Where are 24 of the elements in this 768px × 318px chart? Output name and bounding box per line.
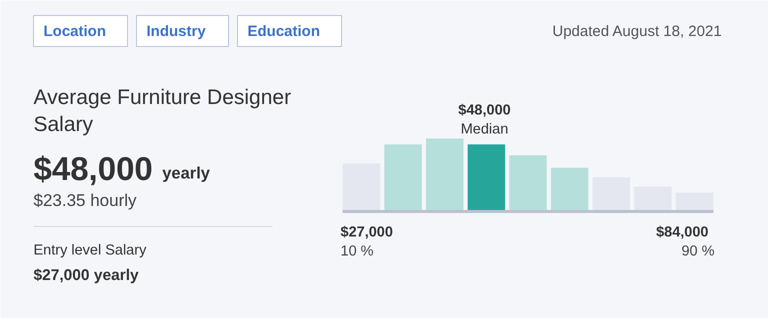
text: 90 % bbox=[681, 244, 715, 260]
bar bbox=[384, 144, 422, 212]
text: Education bbox=[248, 23, 320, 40]
text: 10 % bbox=[340, 244, 374, 260]
text: $84,000 bbox=[656, 224, 709, 240]
text: $27,000 yearly bbox=[34, 267, 140, 284]
text: Entry level Salary bbox=[34, 242, 148, 258]
bar bbox=[342, 163, 380, 212]
text: $23.35 hourly bbox=[34, 191, 138, 210]
bar bbox=[676, 192, 714, 212]
text: $48,000 bbox=[458, 102, 511, 118]
bar bbox=[468, 144, 506, 212]
bar bbox=[592, 177, 630, 212]
text: Updated August 18, 2021 bbox=[552, 23, 722, 40]
bar bbox=[550, 168, 588, 212]
bar bbox=[634, 186, 672, 212]
text: Median bbox=[460, 122, 508, 138]
text: Industry bbox=[146, 23, 206, 40]
text: $48,000 yearly bbox=[34, 150, 211, 187]
text: $27,000 bbox=[340, 224, 393, 240]
text: Location bbox=[44, 23, 106, 40]
text: Average Furniture Designer Salary bbox=[34, 86, 292, 136]
bar bbox=[509, 155, 547, 212]
bar bbox=[426, 138, 464, 212]
